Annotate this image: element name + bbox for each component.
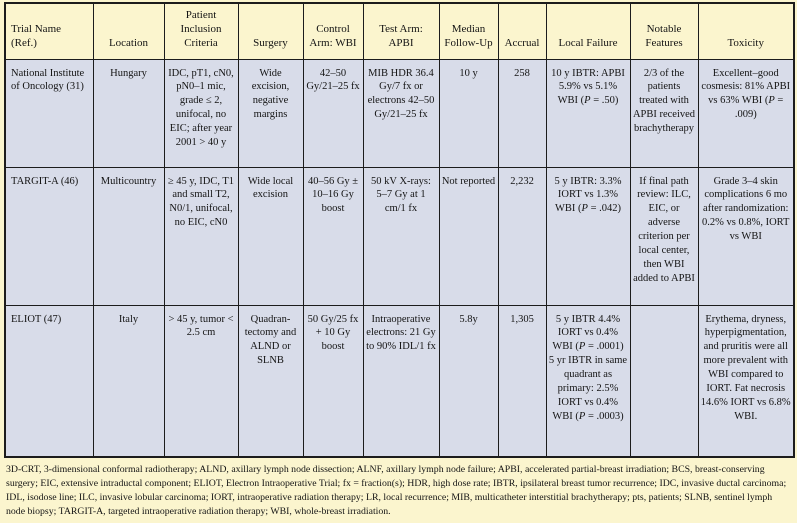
table-cell: 10 y IBTR: APBI 5.9% vs 5.1% WBI (P = .5…: [545, 58, 631, 168]
table-cell: 258: [497, 58, 547, 168]
table-cell: 5 y IBTR 4.4% IORT vs 0.4% WBI (P = .000…: [545, 304, 631, 458]
table-cell: Wide excision, negative margins: [237, 58, 304, 168]
table-cell: IDC, pT1, cN0, pN0–1 mic, grade ≤ 2, uni…: [163, 58, 239, 168]
table-body: National Institute of Oncology (31) Hunga…: [4, 58, 795, 458]
column-header-10: Toxicity: [697, 2, 795, 60]
table-row: TARGIT-A (46) Multicountry ≥ 45 y, IDC, T1…: [4, 166, 795, 306]
table-cell: Italy: [92, 304, 165, 458]
table-cell: Excellent–good cosmesis: 81% APBI vs 63%…: [697, 58, 795, 168]
table-cell: 42–50 Gy/21–25 fx: [302, 58, 364, 168]
column-header-5: Test Arm: APBI: [362, 2, 440, 60]
column-header-0: Trial Name (Ref.): [4, 2, 94, 60]
table-cell: 5 y IBTR: 3.3% IORT vs 1.3% WBI (P = .04…: [545, 166, 631, 306]
table-cell: 50 kV X-rays: 5–7 Gy at 1 cm/1 fx: [362, 166, 440, 306]
table-cell: Wide local excision: [237, 166, 304, 306]
table-cell: ELIOT (47): [4, 304, 94, 458]
column-header-7: Accrual: [497, 2, 547, 60]
column-header-4: Control Arm: WBI: [302, 2, 364, 60]
table-cell: Hungary: [92, 58, 165, 168]
column-header-6: Median Follow-Up: [438, 2, 499, 60]
table-cell: 2/3 of the patients treated with APBI re…: [629, 58, 699, 168]
abbreviations-footnote: 3D-CRT, 3-dimensional conformal radiothe…: [6, 464, 787, 517]
table-cell: Intraoperative electrons: 21 Gy to 90% I…: [362, 304, 440, 458]
column-header-9: Notable Features: [629, 2, 699, 60]
table-header-row: Trial Name (Ref.) Location Patient Inclusi…: [4, 2, 795, 60]
column-header-8: Local Failure: [545, 2, 631, 60]
table-cell: 40–56 Gy ± 10–16 Gy boost: [302, 166, 364, 306]
table-header: Trial Name (Ref.) Location Patient Inclusi…: [4, 2, 795, 60]
table-cell: Multicountry: [92, 166, 165, 306]
table-cell: Grade 3–4 skin complications 6 mo after …: [697, 166, 795, 306]
table-cell: National Institute of Oncology (31): [4, 58, 94, 168]
table-cell: 50 Gy/25 fx + 10 Gy boost: [302, 304, 364, 458]
table-row: ELIOT (47) Italy > 45 y, tumor < 2.5 cm Qua…: [4, 304, 795, 458]
column-header-3: Surgery: [237, 2, 304, 60]
table-cell: MIB HDR 36.4 Gy/7 fx or electrons 42–50 …: [362, 58, 440, 168]
table-cell: 2,232: [497, 166, 547, 306]
table-cell: > 45 y, tumor < 2.5 cm: [163, 304, 239, 458]
table-cell: [629, 304, 699, 458]
table-cell: ≥ 45 y, IDC, T1 and small T2, N0/1, unif…: [163, 166, 239, 306]
table-row: National Institute of Oncology (31) Hunga…: [4, 58, 795, 168]
apbi-trials-table: Trial Name (Ref.) Location Patient Inclusi…: [4, 2, 795, 458]
column-header-1: Location: [92, 2, 165, 60]
table-cell: 10 y: [438, 58, 499, 168]
column-header-2: Patient Inclusion Criteria: [163, 2, 239, 60]
table-cell: If final path review: ILC, EIC, or adver…: [629, 166, 699, 306]
table-cell: Erythema, dryness, hyperpigmentation, an…: [697, 304, 795, 458]
table-cell: TARGIT-A (46): [4, 166, 94, 306]
table-cell: 1,305: [497, 304, 547, 458]
table-cell: Not reported: [438, 166, 499, 306]
table-cell: 5.8y: [438, 304, 499, 458]
table-cell: Quadran­tectomy and ALND or SLNB: [237, 304, 304, 458]
